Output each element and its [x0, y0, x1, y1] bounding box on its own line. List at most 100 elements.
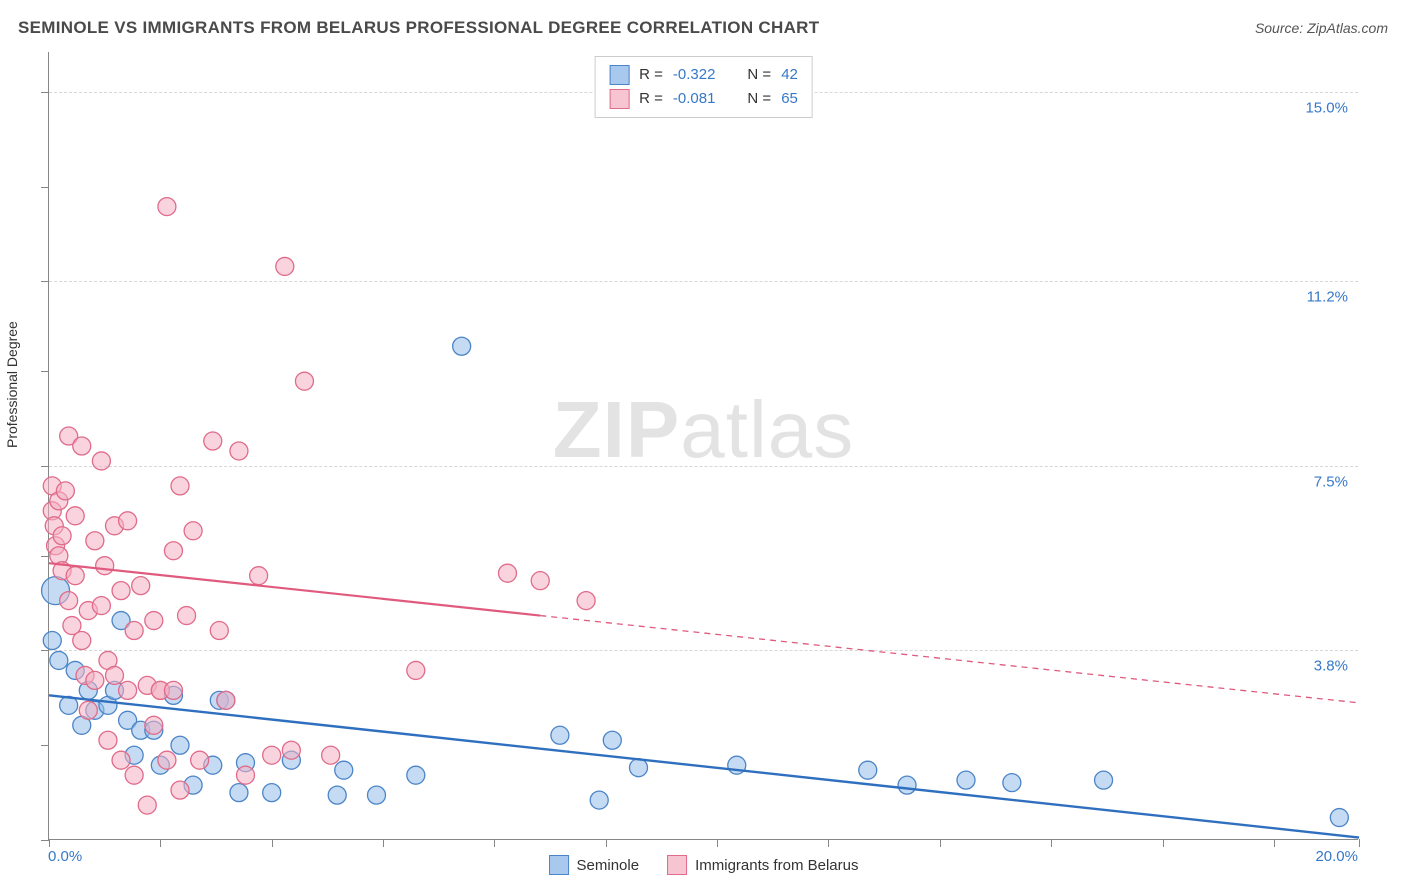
data-point	[1003, 774, 1021, 792]
legend-swatch	[609, 65, 629, 85]
data-point	[453, 337, 471, 355]
legend-row: R = -0.322 N = 42	[609, 63, 798, 87]
data-point	[204, 432, 222, 450]
n-value: 65	[781, 87, 798, 111]
r-value: -0.322	[673, 63, 716, 87]
data-point	[191, 751, 209, 769]
data-point	[119, 681, 137, 699]
data-point	[577, 592, 595, 610]
data-point	[66, 567, 84, 585]
data-point	[99, 731, 117, 749]
data-point	[50, 651, 68, 669]
data-point	[295, 372, 313, 390]
data-point	[145, 716, 163, 734]
legend-label: Immigrants from Belarus	[695, 857, 858, 874]
x-tick	[1359, 839, 1360, 847]
y-tick	[41, 556, 49, 557]
trend-line-extrapolated	[540, 616, 1359, 703]
legend-item: Seminole	[549, 855, 640, 875]
data-point	[859, 761, 877, 779]
data-point	[119, 512, 137, 530]
x-tick	[1163, 839, 1164, 847]
data-point	[230, 442, 248, 460]
data-point	[86, 671, 104, 689]
n-label: N =	[747, 63, 771, 87]
data-point	[66, 507, 84, 525]
x-tick	[1051, 839, 1052, 847]
data-point	[499, 564, 517, 582]
y-tick	[41, 840, 49, 841]
data-point	[96, 557, 114, 575]
chart-title: SEMINOLE VS IMMIGRANTS FROM BELARUS PROF…	[18, 18, 819, 38]
data-point	[56, 482, 74, 500]
data-point	[957, 771, 975, 789]
y-tick	[41, 371, 49, 372]
y-tick	[41, 650, 49, 651]
y-tick	[41, 187, 49, 188]
data-point	[53, 527, 71, 545]
data-point	[92, 452, 110, 470]
data-point	[531, 572, 549, 590]
legend-swatch	[549, 855, 569, 875]
data-point	[112, 582, 130, 600]
data-point	[217, 691, 235, 709]
data-point	[368, 786, 386, 804]
n-label: N =	[747, 87, 771, 111]
legend-swatch	[667, 855, 687, 875]
x-tick	[272, 839, 273, 847]
data-point	[60, 592, 78, 610]
x-axis-min-label: 0.0%	[48, 848, 82, 865]
data-point	[132, 577, 150, 595]
data-point	[898, 776, 916, 794]
data-point	[335, 761, 353, 779]
data-point	[112, 751, 130, 769]
data-point	[590, 791, 608, 809]
source-attribution: Source: ZipAtlas.com	[1255, 20, 1388, 36]
data-point	[282, 741, 300, 759]
x-tick	[160, 839, 161, 847]
correlation-legend: R = -0.322 N = 42R = -0.081N = 65	[594, 56, 813, 118]
data-point	[230, 784, 248, 802]
data-point	[276, 257, 294, 275]
data-point	[407, 661, 425, 679]
data-point	[164, 681, 182, 699]
data-point	[171, 736, 189, 754]
legend-label: Seminole	[577, 857, 640, 874]
x-tick	[49, 839, 50, 847]
data-point	[322, 746, 340, 764]
y-tick	[41, 92, 49, 93]
x-axis-max-label: 20.0%	[1315, 848, 1358, 865]
legend-row: R = -0.081N = 65	[609, 87, 798, 111]
data-point	[171, 477, 189, 495]
legend-item: Immigrants from Belarus	[667, 855, 858, 875]
r-label: R =	[639, 63, 663, 87]
data-point	[92, 597, 110, 615]
data-point	[263, 784, 281, 802]
data-point	[328, 786, 346, 804]
data-point	[1095, 771, 1113, 789]
x-tick	[828, 839, 829, 847]
data-point	[164, 542, 182, 560]
scatter-svg	[49, 52, 1358, 839]
n-value: 42	[781, 63, 798, 87]
x-tick	[717, 839, 718, 847]
data-point	[184, 522, 202, 540]
x-tick	[494, 839, 495, 847]
data-point	[43, 632, 61, 650]
data-point	[125, 766, 143, 784]
data-point	[73, 632, 91, 650]
data-point	[171, 781, 189, 799]
x-tick	[940, 839, 941, 847]
data-point	[106, 666, 124, 684]
data-point	[125, 622, 143, 640]
data-point	[407, 766, 425, 784]
data-point	[603, 731, 621, 749]
data-point	[263, 746, 281, 764]
data-point	[158, 751, 176, 769]
data-point	[86, 532, 104, 550]
y-tick	[41, 745, 49, 746]
data-point	[1330, 809, 1348, 827]
y-tick	[41, 281, 49, 282]
data-point	[178, 607, 196, 625]
series-legend: Seminole Immigrants from Belarus	[549, 855, 859, 875]
